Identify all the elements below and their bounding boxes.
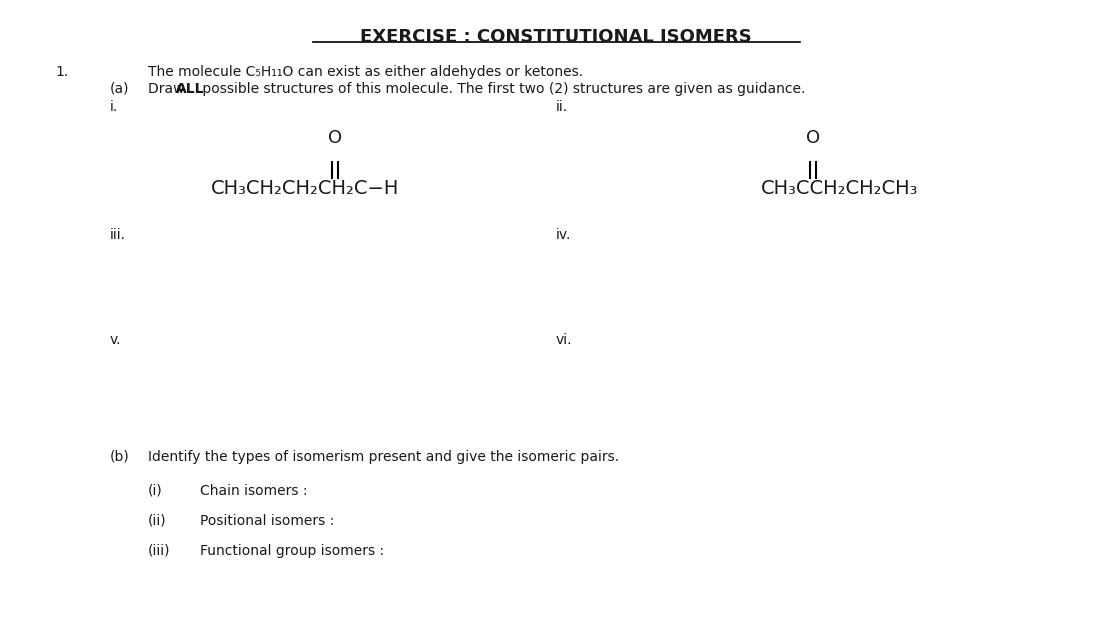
Text: (iii): (iii) — [148, 544, 170, 558]
Text: 1.: 1. — [55, 65, 68, 79]
Text: (a): (a) — [110, 82, 129, 96]
Text: O: O — [806, 129, 820, 147]
Text: (b): (b) — [110, 450, 130, 464]
Text: iii.: iii. — [110, 228, 126, 242]
Text: Draw: Draw — [148, 82, 189, 96]
Text: i.: i. — [110, 100, 118, 114]
Text: iv.: iv. — [556, 228, 571, 242]
Text: ii.: ii. — [556, 100, 568, 114]
Text: (ii): (ii) — [148, 514, 167, 528]
Text: Identify the types of isomerism present and give the isomeric pairs.: Identify the types of isomerism present … — [148, 450, 619, 464]
Text: vi.: vi. — [556, 333, 572, 347]
Text: The molecule C₅H₁₁O can exist as either aldehydes or ketones.: The molecule C₅H₁₁O can exist as either … — [148, 65, 583, 79]
Text: Functional group isomers :: Functional group isomers : — [200, 544, 384, 558]
Text: Positional isomers :: Positional isomers : — [200, 514, 334, 528]
Text: v.: v. — [110, 333, 121, 347]
Text: ALL: ALL — [176, 82, 205, 96]
Text: Chain isomers :: Chain isomers : — [200, 484, 307, 498]
Text: possible structures of this molecule. The first two (2) structures are given as : possible structures of this molecule. Th… — [198, 82, 806, 96]
Text: EXERCISE : CONSTITUTIONAL ISOMERS: EXERCISE : CONSTITUTIONAL ISOMERS — [361, 28, 752, 46]
Text: (i): (i) — [148, 484, 162, 498]
Text: CH₃CCH₂CH₂CH₃: CH₃CCH₂CH₂CH₃ — [761, 179, 918, 198]
Text: O: O — [328, 129, 342, 147]
Text: CH₃CH₂CH₂CH₂C−H: CH₃CH₂CH₂CH₂C−H — [210, 179, 400, 198]
